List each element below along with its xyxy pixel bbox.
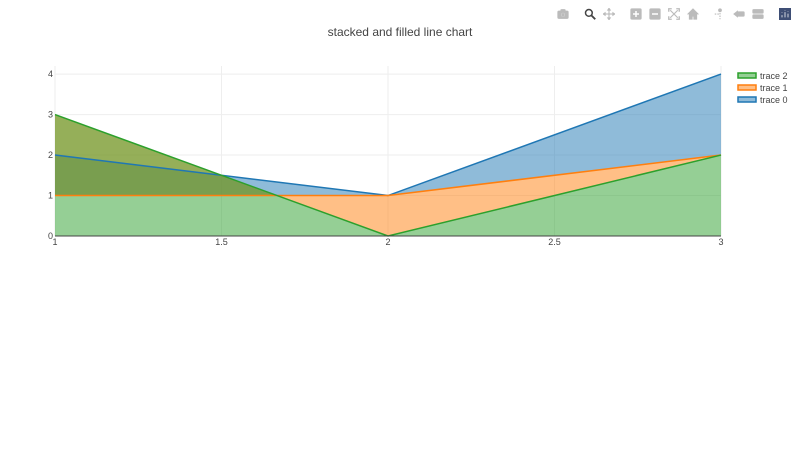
zoom-out-icon [648, 7, 661, 20]
modebar-group [710, 6, 767, 21]
modebar-group [553, 6, 572, 21]
legend-item-trace-2[interactable]: trace 2 [737, 71, 788, 81]
home-icon [686, 7, 699, 20]
legend-item-trace-1[interactable]: trace 1 [737, 83, 788, 93]
pan-button[interactable] [601, 6, 616, 21]
legend-label: trace 2 [760, 71, 788, 81]
series-line-trace-1 [55, 154, 722, 197]
modebar-group [580, 6, 618, 21]
y-tick-label: 1 [48, 191, 53, 201]
legend-label: trace 0 [760, 95, 788, 105]
hover-compare-icon [751, 8, 764, 19]
area-fill-trace-2 [55, 114, 721, 236]
legend-swatch [737, 84, 757, 91]
zoom-icon [584, 8, 596, 20]
modebar [545, 6, 794, 21]
hover-compare-button[interactable] [750, 6, 765, 21]
camera-button[interactable] [555, 6, 570, 21]
area-fill-trace-0 [55, 74, 721, 196]
x-tick-label: 1.5 [215, 237, 228, 247]
fill-layer [55, 74, 721, 236]
zoom-button[interactable] [582, 6, 597, 21]
y-tick-label: 0 [48, 231, 53, 241]
modebar-group [775, 6, 794, 21]
zoom-in-icon [629, 7, 642, 20]
home-button[interactable] [685, 6, 700, 21]
autoscale-icon [667, 7, 680, 20]
y-tick-label: 3 [48, 110, 53, 120]
zoom-out-button[interactable] [647, 6, 662, 21]
x-tick-label: 2.5 [548, 237, 561, 247]
autoscale-button[interactable] [666, 6, 681, 21]
y-tick-label: 4 [48, 69, 53, 79]
legend-label: trace 1 [760, 83, 788, 93]
plotly-logo-button[interactable] [777, 6, 792, 21]
modebar-group [626, 6, 702, 21]
hover-closest-button[interactable] [731, 6, 746, 21]
x-tick-label: 1 [52, 237, 57, 247]
spike-lines-button[interactable] [712, 6, 727, 21]
x-tick-label: 3 [718, 237, 723, 247]
plotly-logo-icon [778, 7, 791, 20]
spike-lines-icon [714, 7, 722, 19]
zoom-in-button[interactable] [628, 6, 643, 21]
legend: trace 2 trace 1 trace 0 [737, 71, 788, 105]
chart-title: stacked and filled line chart [328, 25, 473, 39]
y-tick-label: 2 [48, 150, 53, 160]
camera-icon [556, 8, 569, 19]
legend-swatch [737, 72, 757, 79]
legend-swatch [737, 96, 757, 103]
hover-closest-icon [732, 9, 745, 18]
legend-item-trace-0[interactable]: trace 0 [737, 95, 788, 105]
x-tick-label: 2 [385, 237, 390, 247]
pan-icon [602, 7, 615, 20]
